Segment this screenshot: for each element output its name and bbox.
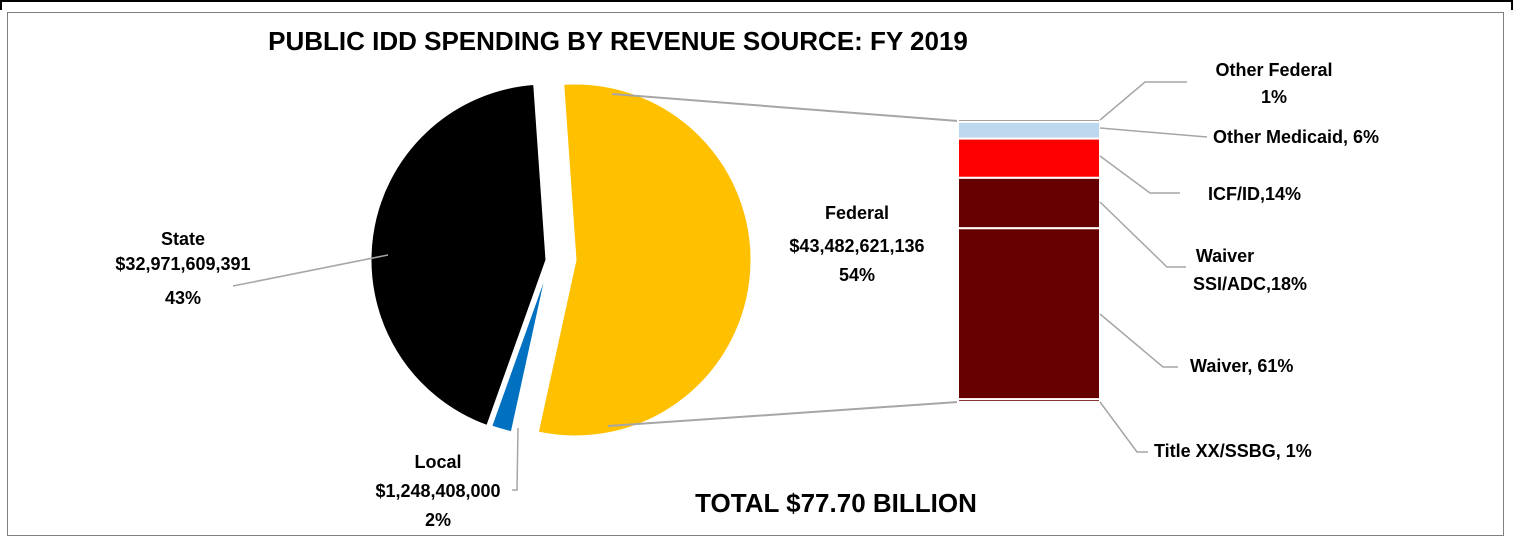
label-other-federal-pct: 1% [1261, 87, 1287, 107]
bar-segment-5 [957, 398, 1101, 404]
pie-slice-state [368, 81, 549, 429]
label-state-amount: $32,971,609,391 [115, 254, 250, 274]
label-state-pct: 43% [165, 288, 201, 308]
label-state-name: State [161, 229, 205, 249]
label-title-xx: Title XX/SSBG, 1% [1154, 441, 1312, 461]
leader-lines [232, 81, 1208, 491]
breakout-line-top [611, 93, 959, 122]
bar-segment-2 [957, 137, 1101, 179]
leader-state [232, 254, 389, 287]
label-federal-pct: 54% [839, 265, 875, 285]
label-federal-amount: $43,482,621,136 [789, 236, 924, 256]
label-local-name: Local [414, 452, 461, 472]
leader-icf [1099, 155, 1180, 194]
leader-waiver [1099, 313, 1178, 368]
label-local-amount: $1,248,408,000 [375, 481, 500, 501]
window-top-border [0, 0, 1513, 10]
label-waiver-ssi-line2: SSI/ADC,18% [1193, 274, 1307, 294]
bar-segment-4 [957, 227, 1101, 401]
leader-title-xx [1099, 401, 1148, 453]
chart-title: PUBLIC IDD SPENDING BY REVENUE SOURCE: F… [268, 26, 968, 56]
label-icf: ICF/ID,14% [1208, 184, 1301, 204]
label-other-federal: Other Federal [1215, 60, 1332, 80]
leader-other-federal [1099, 81, 1187, 121]
leader-local [512, 427, 519, 491]
breakout-line-bottom [607, 401, 959, 427]
label-federal-name: Federal [825, 203, 889, 223]
label-other-medicaid: Other Medicaid, 6% [1213, 127, 1379, 147]
pie-slice-federal [535, 81, 754, 439]
bar-segment-1 [957, 120, 1101, 140]
label-waiver-ssi-line1: Waiver [1196, 246, 1254, 266]
pie-slice-local [488, 259, 552, 435]
leader-other-medicaid [1099, 127, 1208, 138]
total-label: TOTAL $77.70 BILLION [695, 488, 977, 518]
chart-frame [7, 12, 1504, 536]
bar-segment-3 [957, 176, 1101, 230]
label-local-pct: 2% [425, 510, 451, 530]
leader-waiver-ssi [1099, 201, 1186, 268]
federal-breakdown-bar [957, 118, 1101, 404]
label-waiver: Waiver, 61% [1190, 356, 1293, 376]
